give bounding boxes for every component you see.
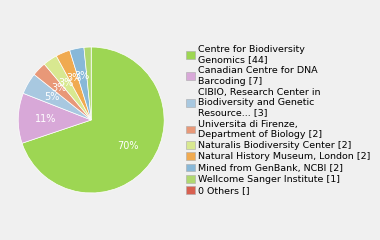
Text: 5%: 5% [44, 92, 60, 102]
Text: 11%: 11% [35, 114, 57, 124]
Text: 3%: 3% [66, 73, 81, 83]
Text: 3%: 3% [51, 84, 66, 93]
Wedge shape [70, 48, 91, 120]
Text: 3%: 3% [58, 78, 73, 88]
Wedge shape [18, 93, 91, 143]
Wedge shape [56, 50, 91, 120]
Wedge shape [23, 74, 91, 120]
Wedge shape [22, 47, 164, 193]
Text: 70%: 70% [117, 141, 139, 151]
Wedge shape [84, 47, 91, 120]
Wedge shape [34, 64, 91, 120]
Text: 3%: 3% [74, 71, 90, 81]
Wedge shape [44, 56, 91, 120]
Legend: Centre for Biodiversity
Genomics [44], Canadian Centre for DNA
Barcoding [7], CI: Centre for Biodiversity Genomics [44], C… [186, 45, 371, 195]
